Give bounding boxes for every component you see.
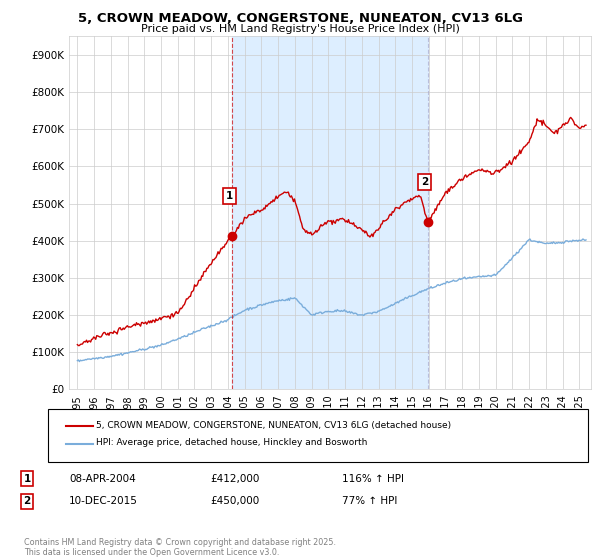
Text: 5, CROWN MEADOW, CONGERSTONE, NUNEATON, CV13 6LG: 5, CROWN MEADOW, CONGERSTONE, NUNEATON, … — [77, 12, 523, 25]
Text: £412,000: £412,000 — [210, 474, 259, 484]
Text: 08-APR-2004: 08-APR-2004 — [69, 474, 136, 484]
Text: 5, CROWN MEADOW, CONGERSTONE, NUNEATON, CV13 6LG (detached house): 5, CROWN MEADOW, CONGERSTONE, NUNEATON, … — [96, 421, 451, 430]
Text: 1: 1 — [226, 191, 233, 201]
Text: 2: 2 — [421, 177, 428, 187]
Text: Price paid vs. HM Land Registry's House Price Index (HPI): Price paid vs. HM Land Registry's House … — [140, 24, 460, 34]
Text: 10-DEC-2015: 10-DEC-2015 — [69, 496, 138, 506]
Text: £450,000: £450,000 — [210, 496, 259, 506]
Text: 2: 2 — [23, 496, 31, 506]
Text: 116% ↑ HPI: 116% ↑ HPI — [342, 474, 404, 484]
Bar — [232, 36, 428, 389]
Text: Contains HM Land Registry data © Crown copyright and database right 2025.
This d: Contains HM Land Registry data © Crown c… — [24, 538, 336, 557]
Text: 77% ↑ HPI: 77% ↑ HPI — [342, 496, 397, 506]
Text: 1: 1 — [23, 474, 31, 484]
Text: HPI: Average price, detached house, Hinckley and Bosworth: HPI: Average price, detached house, Hinc… — [96, 438, 367, 447]
